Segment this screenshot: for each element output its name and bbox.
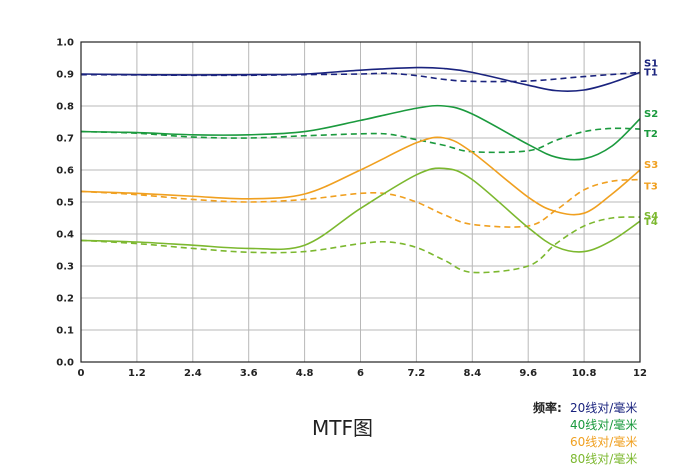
series-line-s2 bbox=[80, 104, 641, 161]
series-label-t3: T3 bbox=[644, 182, 658, 193]
y-tick-label: 0.0 bbox=[56, 358, 74, 369]
legend-item-20: 20线对/毫米 bbox=[570, 401, 638, 415]
series-label-s4: S4 bbox=[644, 211, 658, 222]
x-tick-label: 10.8 bbox=[572, 368, 597, 379]
legend-row: 60线对/毫米 bbox=[533, 434, 637, 451]
series-line-t3 bbox=[80, 178, 641, 228]
x-tick-label: 6 bbox=[357, 368, 364, 379]
y-tick-label: 0.2 bbox=[56, 294, 74, 305]
y-tick-label: 0.6 bbox=[56, 166, 74, 177]
plot-frame bbox=[80, 41, 641, 363]
y-tick-label: 0.7 bbox=[56, 134, 74, 145]
y-tick-label: 0.8 bbox=[56, 102, 74, 113]
series-label-t1: T1 bbox=[644, 67, 658, 78]
series-line-t1 bbox=[80, 71, 641, 83]
series-lines bbox=[80, 66, 641, 274]
legend-row: 频率: 20线对/毫米 bbox=[533, 400, 637, 417]
series-line-t2 bbox=[80, 127, 641, 154]
series-line-s4 bbox=[80, 167, 641, 253]
series-label-t2: T2 bbox=[644, 129, 658, 140]
x-tick-label: 0 bbox=[78, 368, 85, 379]
series-line-t4 bbox=[80, 216, 641, 274]
legend-row: 40线对/毫米 bbox=[533, 417, 637, 434]
legend: 频率: 20线对/毫米 40线对/毫米 60线对/毫米 80线对/毫米 bbox=[533, 400, 637, 468]
x-tick-label: 8.4 bbox=[463, 368, 481, 379]
x-tick-label: 12 bbox=[633, 368, 647, 379]
x-tick-label: 3.6 bbox=[240, 368, 258, 379]
legend-item-80: 80线对/毫米 bbox=[570, 452, 638, 466]
series-label-s2: S2 bbox=[644, 109, 658, 120]
y-tick-label: 0.1 bbox=[56, 326, 74, 337]
y-tick-label: 0.5 bbox=[56, 198, 74, 209]
series-label-t4: T4 bbox=[644, 217, 658, 228]
chart-title: MTF图 bbox=[312, 416, 373, 440]
x-tick-label: 1.2 bbox=[128, 368, 146, 379]
legend-item-40: 40线对/毫米 bbox=[570, 418, 638, 432]
y-tick-label: 0.9 bbox=[56, 70, 74, 81]
series-line-s3 bbox=[80, 136, 641, 216]
x-tick-label: 4.8 bbox=[296, 368, 314, 379]
series-label-s3: S3 bbox=[644, 160, 658, 171]
y-tick-label: 0.3 bbox=[56, 262, 74, 273]
x-tick-label: 2.4 bbox=[184, 368, 202, 379]
axis-ticks: 0 1.2 2.4 3.6 4.8 6 7.2 8.4 9.6 10.8 12 0.0 0.1 0.2 0.… bbox=[56, 38, 647, 380]
x-tick-label: 9.6 bbox=[519, 368, 537, 379]
legend-row: 80线对/毫米 bbox=[533, 451, 637, 468]
x-tick-label: 7.2 bbox=[408, 368, 426, 379]
y-tick-label: 0.4 bbox=[56, 230, 74, 241]
series-label-s1: S1 bbox=[644, 58, 658, 69]
series-line-s1 bbox=[80, 66, 641, 92]
legend-title: 频率: bbox=[533, 401, 562, 415]
y-tick-label: 1.0 bbox=[56, 38, 74, 49]
legend-item-60: 60线对/毫米 bbox=[570, 435, 638, 449]
